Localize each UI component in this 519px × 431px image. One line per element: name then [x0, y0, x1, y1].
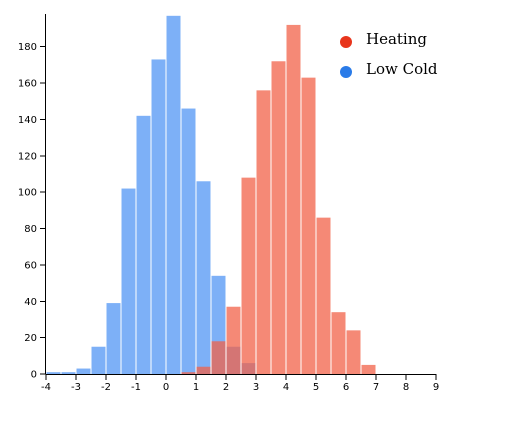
y-tick-label: 20 [24, 333, 37, 344]
bar-heating-6 [271, 61, 286, 375]
y-tick-label: 80 [24, 224, 37, 235]
y-axis-ticks: 0 20 40 60 80 100 120 140 160 180 [18, 42, 46, 381]
x-tick-label: 4 [283, 382, 289, 393]
bar-low-cold-1 [61, 372, 76, 374]
bar-low-cold-9 [181, 108, 196, 375]
legend-swatch-heating [340, 36, 352, 48]
y-tick-label: 40 [24, 297, 37, 308]
x-tick-label: 7 [373, 382, 379, 393]
bar-low-cold-0 [46, 372, 61, 374]
y-tick-label: 0 [31, 370, 37, 381]
series-low-cold [46, 15, 256, 375]
y-tick-label: 120 [18, 151, 37, 162]
x-axis-ticks: -4 -3 -2 -1 0 1 2 3 4 5 6 7 8 9 [41, 374, 439, 393]
bar-heating-3 [226, 306, 241, 374]
x-tick-label: 1 [193, 382, 199, 393]
bar-low-cold-8 [166, 15, 181, 374]
bar-heating-8 [301, 77, 316, 374]
bar-low-cold-6 [136, 115, 151, 374]
legend-swatch-low-cold [340, 66, 352, 78]
bar-low-cold-3 [91, 346, 106, 374]
bar-heating-10 [331, 312, 346, 374]
x-tick-label: -1 [131, 382, 141, 393]
bar-low-cold-2 [76, 368, 91, 374]
y-tick-label: 60 [24, 260, 37, 271]
series-heating [181, 24, 376, 375]
y-tick-label: 140 [18, 115, 37, 126]
legend: Heating Low Cold [340, 30, 438, 78]
bar-heating-5 [256, 90, 271, 375]
y-tick-label: 100 [18, 188, 37, 199]
bar-heating-2 [211, 341, 226, 374]
legend-label-heating: Heating [366, 30, 427, 48]
y-tick-label: 180 [18, 42, 37, 53]
legend-label-low-cold: Low Cold [366, 60, 438, 78]
bar-heating-7 [286, 24, 301, 374]
x-tick-label: 6 [343, 382, 349, 393]
x-tick-label: 8 [403, 382, 409, 393]
bar-heating-4 [241, 177, 256, 374]
legend-item-low-cold: Low Cold [340, 60, 438, 78]
x-tick-label: 3 [253, 382, 259, 393]
x-tick-label: -2 [101, 382, 111, 393]
bar-heating-12 [361, 364, 376, 374]
bar-low-cold-10 [196, 181, 211, 374]
x-tick-label: 0 [163, 382, 169, 393]
bar-low-cold-4 [106, 303, 121, 374]
bar-low-cold-5 [121, 188, 136, 374]
x-tick-label: 2 [223, 382, 229, 393]
bar-heating-1 [196, 366, 211, 374]
x-tick-label: 9 [433, 382, 439, 393]
bar-heating-11 [346, 330, 361, 374]
x-tick-label: -4 [41, 382, 51, 393]
x-tick-label: 5 [313, 382, 319, 393]
axes-layer [45, 14, 436, 375]
bar-heating-0 [181, 372, 196, 374]
bar-low-cold-7 [151, 59, 166, 374]
legend-item-heating: Heating [340, 30, 427, 48]
bars-layer [46, 15, 376, 375]
bar-heating-9 [316, 217, 331, 374]
y-tick-label: 160 [18, 79, 37, 90]
x-tick-label: -3 [71, 382, 81, 393]
